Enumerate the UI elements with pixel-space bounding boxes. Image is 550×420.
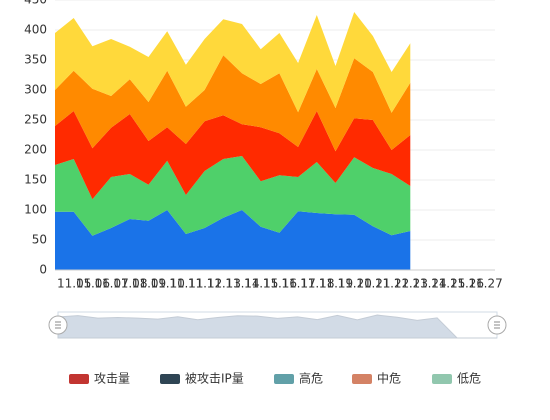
legend-item[interactable]: 中危 bbox=[352, 371, 401, 386]
area bbox=[55, 12, 411, 113]
x-tick-label: 11.09 bbox=[132, 277, 166, 291]
y-tick-label: 350 bbox=[24, 53, 47, 67]
x-tick-label: 11.18 bbox=[300, 277, 334, 291]
legend-item[interactable]: 攻击量 bbox=[69, 372, 130, 386]
y-tick-label: 450 bbox=[24, 0, 47, 7]
x-tick-label: 11.11 bbox=[169, 277, 203, 291]
legend-label: 低危 bbox=[457, 372, 481, 386]
x-tick-label: 11.12 bbox=[188, 277, 222, 291]
x-tick-label: 11.15 bbox=[244, 277, 278, 291]
x-tick-label: 11.23 bbox=[394, 277, 428, 291]
y-tick-label: 250 bbox=[24, 113, 47, 127]
x-tick-label: 11.22 bbox=[375, 277, 409, 291]
x-tick-label: 11.07 bbox=[94, 277, 128, 291]
legend-item[interactable]: 高危 bbox=[274, 371, 323, 386]
x-tick-label: 11.06 bbox=[76, 277, 110, 291]
x-tick-label: 11.21 bbox=[356, 277, 390, 291]
legend-swatch bbox=[69, 374, 89, 384]
x-tick-label: 11.25 bbox=[431, 277, 465, 291]
y-tick-label: 300 bbox=[24, 83, 47, 97]
legend-label: 高危 bbox=[299, 371, 323, 386]
x-tick-label: 11.08 bbox=[113, 277, 147, 291]
legend-swatch bbox=[160, 374, 180, 384]
x-tick-label: 11.05 bbox=[57, 277, 91, 291]
legend-swatch bbox=[352, 374, 372, 384]
area bbox=[55, 156, 411, 236]
x-tick-label: 11.17 bbox=[281, 277, 315, 291]
legend-label: 被攻击IP量 bbox=[185, 372, 244, 386]
y-tick-label: 150 bbox=[24, 173, 47, 187]
x-tick-label: 11.27 bbox=[468, 277, 502, 291]
area bbox=[55, 210, 411, 270]
y-tick-label: 0 bbox=[39, 263, 47, 277]
zoom-handle-grip bbox=[494, 321, 500, 329]
x-tick-label: 11.10 bbox=[151, 277, 185, 291]
area bbox=[55, 111, 411, 200]
x-tick-label: 11.14 bbox=[225, 277, 259, 291]
y-tick-label: 200 bbox=[24, 143, 47, 157]
zoom-handle-grip bbox=[55, 321, 61, 329]
x-tick-label: 11.19 bbox=[319, 277, 353, 291]
x-tick-label: 11.13 bbox=[207, 277, 241, 291]
x-tick-label: 11.20 bbox=[338, 277, 372, 291]
y-tick-label: 50 bbox=[32, 233, 47, 247]
x-tick-label: 11.16 bbox=[263, 277, 297, 291]
zoom-shadow bbox=[57, 314, 497, 339]
y-tick-label: 100 bbox=[24, 203, 47, 217]
x-tick-label: 11.26 bbox=[450, 277, 484, 291]
legend-label: 攻击量 bbox=[94, 372, 130, 386]
legend-swatch bbox=[274, 374, 294, 384]
area bbox=[55, 55, 411, 152]
legend-item[interactable]: 低危 bbox=[432, 372, 481, 386]
x-tick-label: 11.24 bbox=[412, 277, 446, 291]
legend-label: 中危 bbox=[377, 371, 401, 386]
y-tick-label: 400 bbox=[24, 23, 47, 37]
legend-swatch bbox=[432, 374, 452, 384]
legend-item[interactable]: 被攻击IP量 bbox=[160, 372, 244, 386]
